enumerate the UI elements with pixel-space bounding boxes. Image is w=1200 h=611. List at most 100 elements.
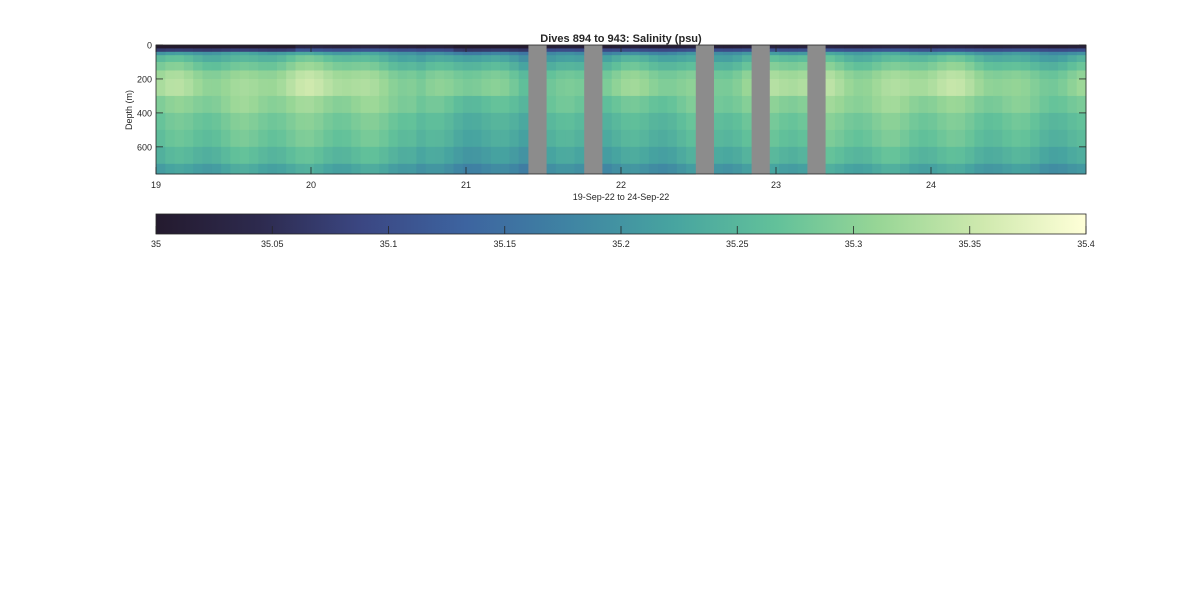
heatmap-cell [509, 129, 520, 148]
heatmap-cell [881, 61, 892, 71]
heatmap-cell [156, 78, 166, 97]
heatmap-cell [862, 78, 873, 97]
heatmap-cell [723, 45, 733, 49]
heatmap-cell [937, 45, 947, 49]
heatmap-cell [416, 112, 427, 131]
heatmap-cell [472, 51, 482, 56]
heatmap-cell [314, 55, 324, 63]
heatmap-cell [621, 95, 631, 114]
heatmap-cell [435, 61, 445, 71]
heatmap-cell [1067, 163, 1078, 175]
heatmap-cell [342, 112, 352, 131]
heatmap-cell [1058, 55, 1068, 63]
heatmap-cell [221, 61, 231, 71]
heatmap-cell [946, 61, 957, 71]
heatmap-cell [174, 112, 185, 131]
heatmap-cell [369, 48, 380, 53]
heatmap-cell [546, 51, 557, 56]
heatmap-cell [993, 70, 1003, 80]
heatmap-cell [574, 95, 585, 114]
heatmap-cell [1067, 70, 1078, 80]
heatmap-cell [639, 129, 650, 148]
heatmap-cell [927, 45, 938, 49]
heatmap-cell [909, 45, 919, 49]
heatmap-cell [918, 45, 929, 49]
heatmap-cell [788, 112, 799, 131]
heatmap-cell [444, 112, 454, 131]
heatmap-cell [193, 112, 203, 131]
heatmap-cell [955, 163, 966, 175]
heatmap-cell [611, 78, 622, 97]
heatmap-cell [360, 129, 371, 148]
heatmap-cell [1011, 78, 1022, 97]
heatmap-cell [797, 129, 808, 148]
heatmap-cell [862, 51, 873, 56]
heatmap-cell [1076, 78, 1087, 97]
heatmap-cell [769, 78, 780, 97]
heatmap-cell [993, 112, 1003, 131]
heatmap-cell [221, 70, 231, 80]
heatmap-cell [983, 45, 994, 49]
heatmap-cell [165, 112, 175, 131]
heatmap-cell [407, 78, 417, 97]
heatmap-cell [156, 112, 166, 131]
heatmap-cell [397, 112, 408, 131]
heatmap-cell [295, 48, 306, 53]
heatmap-cell [1067, 129, 1078, 148]
y-tick-label: 600 [137, 142, 152, 152]
heatmap-cell [834, 146, 845, 165]
heatmap-cell [351, 70, 361, 80]
heatmap-cell [230, 129, 241, 148]
colorbar-tick-label: 35.05 [261, 239, 284, 249]
heatmap-cell [239, 48, 250, 53]
heatmap-cell [788, 95, 799, 114]
heatmap-cell [1011, 146, 1022, 165]
heatmap-cell [342, 146, 352, 165]
heatmap-cell [304, 112, 315, 131]
heatmap-cell [937, 51, 947, 56]
heatmap-cell [490, 112, 501, 131]
heatmap-cell [881, 95, 892, 114]
heatmap-cell [965, 95, 975, 114]
heatmap-cell [686, 45, 696, 49]
heatmap-cell [509, 95, 520, 114]
heatmap-cell [732, 95, 743, 114]
heatmap-cell [862, 95, 873, 114]
heatmap-cell [332, 163, 343, 175]
heatmap-cell [937, 55, 947, 63]
heatmap-cell [202, 129, 213, 148]
heatmap-cell [732, 55, 743, 63]
heatmap-cell [834, 48, 845, 53]
heatmap-cell [741, 51, 752, 56]
heatmap-cell [574, 48, 585, 53]
heatmap-cell [183, 51, 194, 56]
heatmap-cell [723, 61, 733, 71]
heatmap-cell [890, 45, 901, 49]
heatmap-cell [156, 129, 166, 148]
heatmap-cell [565, 163, 575, 175]
heatmap-cell [472, 95, 482, 114]
heatmap-cell [165, 163, 175, 175]
heatmap-cell [156, 95, 166, 114]
heatmap-cell [872, 78, 882, 97]
heatmap-cell [611, 48, 622, 53]
heatmap-cell [667, 51, 678, 56]
heatmap-cell [1067, 112, 1078, 131]
heatmap-cell [276, 112, 287, 131]
heatmap-cell [1020, 55, 1031, 63]
heatmap-cell [211, 55, 222, 63]
heatmap-cell [937, 95, 947, 114]
heatmap-cell [853, 48, 864, 53]
heatmap-cell [918, 112, 929, 131]
heatmap-cell [779, 55, 789, 63]
heatmap-cell [416, 163, 427, 175]
heatmap-cell [900, 112, 910, 131]
heatmap-cell [890, 95, 901, 114]
heatmap-cell [156, 61, 166, 71]
heatmap-cell [304, 51, 315, 56]
heatmap-cell [1011, 112, 1022, 131]
heatmap-cell [565, 55, 575, 63]
heatmap-cell [314, 95, 324, 114]
heatmap-cell [741, 61, 752, 71]
heatmap-cell [304, 129, 315, 148]
